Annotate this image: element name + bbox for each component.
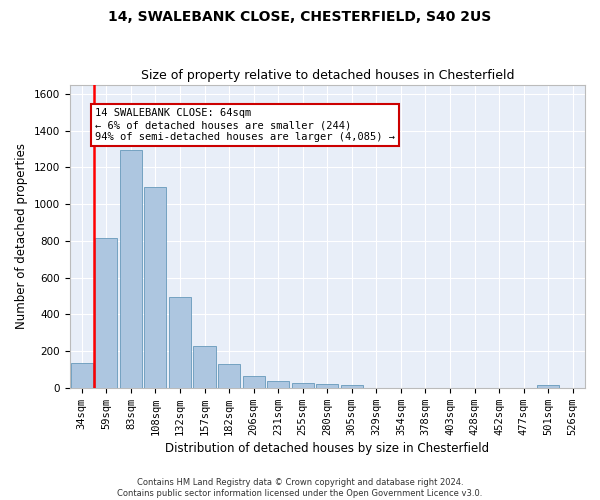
Bar bbox=[169, 297, 191, 388]
Bar bbox=[292, 383, 314, 388]
Title: Size of property relative to detached houses in Chesterfield: Size of property relative to detached ho… bbox=[140, 69, 514, 82]
X-axis label: Distribution of detached houses by size in Chesterfield: Distribution of detached houses by size … bbox=[165, 442, 490, 455]
Bar bbox=[145, 186, 166, 388]
Bar bbox=[95, 238, 118, 388]
Text: 14, SWALEBANK CLOSE, CHESTERFIELD, S40 2US: 14, SWALEBANK CLOSE, CHESTERFIELD, S40 2… bbox=[109, 10, 491, 24]
Bar bbox=[120, 150, 142, 388]
Bar bbox=[341, 384, 363, 388]
Bar bbox=[71, 363, 93, 388]
Bar bbox=[218, 364, 240, 388]
Bar bbox=[537, 385, 559, 388]
Y-axis label: Number of detached properties: Number of detached properties bbox=[15, 143, 28, 329]
Bar bbox=[316, 384, 338, 388]
Text: Contains HM Land Registry data © Crown copyright and database right 2024.
Contai: Contains HM Land Registry data © Crown c… bbox=[118, 478, 482, 498]
Bar bbox=[267, 381, 289, 388]
Bar bbox=[242, 376, 265, 388]
Bar bbox=[193, 346, 215, 388]
Text: 14 SWALEBANK CLOSE: 64sqm
← 6% of detached houses are smaller (244)
94% of semi-: 14 SWALEBANK CLOSE: 64sqm ← 6% of detach… bbox=[95, 108, 395, 142]
